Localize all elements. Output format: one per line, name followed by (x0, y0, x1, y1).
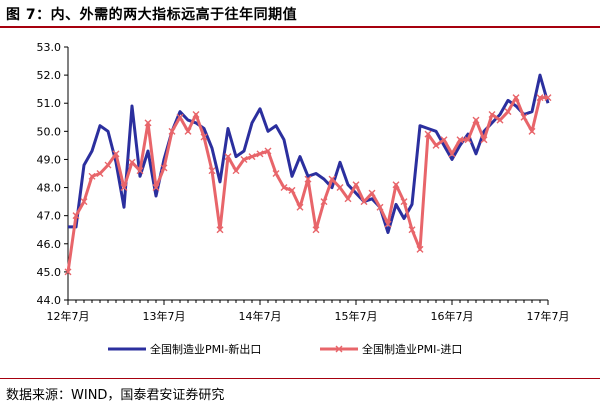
data-point (240, 155, 248, 163)
data-point (464, 136, 472, 144)
data-point (128, 158, 136, 166)
y-tick-label: 45.0 (37, 266, 62, 279)
data-point (456, 136, 464, 144)
y-tick-label: 47.0 (37, 210, 62, 223)
legend-item-import: 全国制造业PMI-进口 (320, 342, 462, 356)
series-line (68, 73, 550, 234)
y-tick-label: 44.0 (37, 294, 62, 307)
data-point (360, 198, 368, 206)
data-point (384, 220, 392, 228)
data-point (472, 116, 480, 124)
x-tick-label: 12年7月 (47, 309, 90, 323)
data-point (144, 119, 152, 127)
data-point (528, 127, 536, 135)
x-tick-label: 13年7月 (143, 309, 186, 323)
data-point (432, 141, 440, 149)
pmi-line-chart: 44.0 45.0 46.0 47.0 48.0 49.0 50.0 51.0 52.0 53.0… (37, 41, 570, 356)
data-point (328, 175, 336, 183)
data-point (488, 110, 496, 118)
data-point (248, 153, 256, 161)
data-point (120, 184, 128, 192)
series-import (64, 94, 552, 276)
data-point (544, 94, 552, 102)
data-point (208, 167, 216, 175)
data-point (504, 108, 512, 116)
data-point (104, 161, 112, 169)
data-point (320, 198, 328, 206)
title-rule (0, 26, 600, 28)
y-tick-label: 49.0 (37, 153, 62, 166)
data-point (96, 170, 104, 177)
data-point (520, 113, 528, 121)
data-point (336, 184, 344, 192)
y-tick-label: 51.0 (37, 97, 62, 110)
data-point (176, 113, 184, 121)
data-point (304, 175, 312, 183)
data-point (152, 184, 160, 192)
legend-label: 全国制造业PMI-进口 (362, 342, 462, 356)
data-point (80, 198, 88, 206)
figure-title: 图 7：内、外需的两大指标远高于往年同期值 (6, 7, 298, 23)
data-point (232, 167, 240, 175)
data-point (296, 203, 304, 211)
chart-legend: 全国制造业PMI-新出口 全国制造业PMI-进口 (108, 342, 462, 356)
data-point (376, 203, 384, 211)
data-point (216, 226, 224, 234)
x-axis-ticks: 12年7月 13年7月 14年7月 15年7月 16年7月 17年7月 (47, 300, 570, 323)
data-point (408, 226, 416, 234)
data-point (416, 245, 424, 253)
data-point (64, 268, 72, 276)
data-point (512, 94, 520, 102)
data-point (392, 181, 400, 189)
y-tick-label: 52.0 (37, 69, 62, 82)
x-tick-label: 16年7月 (431, 309, 474, 323)
data-point (272, 170, 280, 177)
data-point (440, 136, 448, 144)
legend-item-export: 全国制造业PMI-新出口 (108, 342, 261, 356)
data-point (496, 116, 504, 124)
data-point (160, 164, 168, 172)
data-point (344, 195, 352, 203)
data-point (72, 212, 80, 220)
source-note: 数据来源：WIND，国泰君安证券研究 (6, 388, 225, 403)
data-point (136, 167, 144, 175)
data-point (448, 150, 456, 158)
data-point (264, 147, 272, 155)
source-rule (0, 378, 600, 379)
data-point (352, 181, 360, 189)
series-layer (64, 73, 552, 276)
data-point (256, 150, 264, 158)
x-tick-label: 15年7月 (335, 309, 378, 323)
legend-marker (335, 345, 343, 353)
data-point (192, 110, 200, 118)
series-line (66, 96, 548, 273)
data-point (184, 127, 192, 135)
data-point (280, 184, 288, 192)
data-point (480, 136, 488, 144)
data-point (312, 226, 320, 234)
x-tick-label: 14年7月 (239, 309, 282, 323)
y-axis-ticks: 44.0 45.0 46.0 47.0 48.0 49.0 50.0 51.0 52.0 53.0 (37, 41, 68, 307)
data-point (224, 153, 232, 161)
data-point (168, 127, 176, 135)
data-point (112, 150, 120, 158)
data-point (536, 94, 544, 102)
legend-label: 全国制造业PMI-新出口 (150, 342, 261, 356)
data-point (424, 130, 432, 138)
series-export (68, 73, 550, 234)
data-point (88, 172, 96, 180)
y-tick-label: 46.0 (37, 238, 62, 251)
y-tick-label: 53.0 (37, 41, 62, 54)
data-point (288, 186, 296, 194)
data-point (368, 189, 376, 197)
y-tick-label: 50.0 (37, 125, 62, 138)
data-point (200, 133, 208, 141)
data-point (400, 198, 408, 206)
y-tick-label: 48.0 (37, 182, 62, 195)
x-tick-label: 17年7月 (527, 309, 570, 323)
